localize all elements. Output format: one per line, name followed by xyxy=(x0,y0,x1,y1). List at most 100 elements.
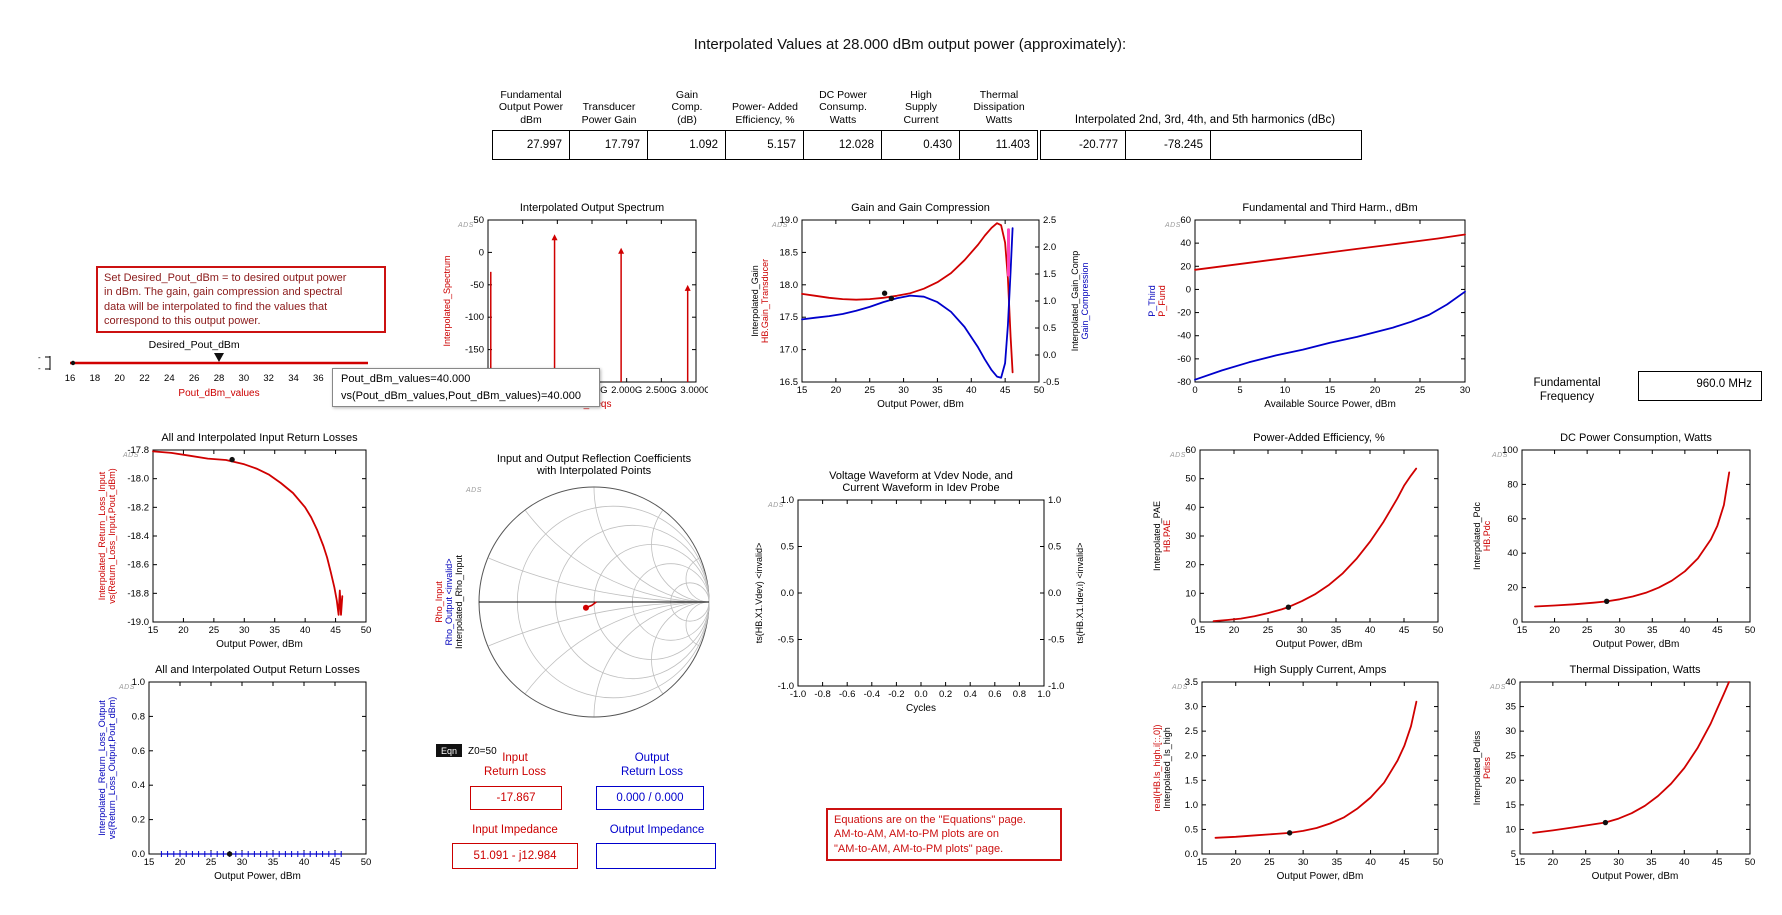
svg-text:DC Power Consumption, Watts: DC Power Consumption, Watts xyxy=(1560,432,1712,444)
svg-text:30: 30 xyxy=(239,625,250,636)
svg-text:16: 16 xyxy=(65,373,76,384)
result-header: Gain Comp. (dB) xyxy=(671,88,703,127)
svg-text:Interpolated_Rho_Input: Interpolated_Rho_Input xyxy=(454,554,464,649)
svg-text:0.0: 0.0 xyxy=(1048,588,1061,599)
input-return-loss-label: Input Return Loss xyxy=(483,752,546,778)
slider-handle[interactable] xyxy=(214,353,224,362)
result-header: DC Power Consump. Watts xyxy=(819,88,867,127)
slider-tooltip: Pout_dBm_values=40.000 vs(Pout_dBm_value… xyxy=(332,368,600,407)
svg-text:1.5: 1.5 xyxy=(1185,775,1198,786)
svg-text:40: 40 xyxy=(300,625,311,636)
svg-text:0: 0 xyxy=(1513,617,1518,628)
svg-text:-150: -150 xyxy=(465,345,484,356)
svg-text:45: 45 xyxy=(330,857,341,868)
chart-dc-power-consumption: DC Power Consumption, Watts ADS 15 20 25 30 35… xyxy=(1470,430,1764,652)
tooltip-line: Pout_dBm_values=40.000 xyxy=(341,373,471,385)
output-return-loss-label: Output Return Loss xyxy=(620,752,683,778)
svg-text:34: 34 xyxy=(288,373,299,384)
svg-text:Fundamental and Third Harm., d: Fundamental and Third Harm., dBm xyxy=(1242,202,1417,214)
svg-text:0.8: 0.8 xyxy=(132,711,145,722)
svg-text:ADS: ADS xyxy=(465,487,482,494)
svg-text:Voltage Waveform at Vdev Node,: Voltage Waveform at Vdev Node, and xyxy=(829,470,1013,482)
svg-text:50: 50 xyxy=(1745,857,1756,868)
chart-interpolated-output-spectrum: Interpolated Output SpectrumADS0500.0M1.… xyxy=(440,200,712,412)
instruction-note: Set Desired_Pout_dBm = to desired output… xyxy=(96,266,386,334)
svg-text:Interpolated_Return_Loss_Input: Interpolated_Return_Loss_Input xyxy=(97,471,107,600)
chart-input-return-losses: All and Interpolated Input Return Losses… xyxy=(95,430,380,652)
input-return-loss-value: -17.867 xyxy=(470,786,562,810)
svg-text:Rho_Input: Rho_Input xyxy=(434,581,444,623)
svg-text:ADS: ADS xyxy=(1489,684,1506,691)
svg-text:0.4: 0.4 xyxy=(132,780,145,791)
svg-text:0.0: 0.0 xyxy=(1185,849,1198,860)
chart-gain-and-gain-compression: Gain and Gain Compression ADS 15 20 25 30 35 40… xyxy=(748,200,1093,412)
svg-text:15: 15 xyxy=(1195,625,1206,636)
chart-canvas: DC Power Consumption, Watts ADS 15 20 25 30 35… xyxy=(1472,432,1755,650)
svg-text:Gain_Compression: Gain_Compression xyxy=(1080,262,1090,339)
svg-text:-18.6: -18.6 xyxy=(127,560,149,571)
desired-pout-slider[interactable]: Desired_Pout_dBm - - 16 18 20 22 24 26 28 30 32 34 36… xyxy=(34,336,380,406)
equations-note-line: "AM-to-AM, AM-to-PM plots" page. xyxy=(834,842,1004,855)
svg-text:40: 40 xyxy=(1680,625,1691,636)
result-value: 0.430 xyxy=(881,130,960,160)
harmonics-header: Interpolated 2nd, 3rd, 4th, and 5th harm… xyxy=(1074,114,1336,126)
result-header: Thermal Dissipation Watts xyxy=(973,88,1025,127)
svg-text:HB.Pdc: HB.Pdc xyxy=(1482,520,1492,551)
svg-text:40: 40 xyxy=(1180,238,1191,249)
chart-canvas: Voltage Waveform at Vdev Node, andCurren… xyxy=(754,470,1085,714)
svg-text:36: 36 xyxy=(313,373,324,384)
svg-text:Interpolated_Pdiss: Interpolated_Pdiss xyxy=(1472,730,1482,805)
svg-text:35: 35 xyxy=(932,385,943,396)
svg-text:35: 35 xyxy=(268,857,279,868)
svg-text:25: 25 xyxy=(1505,751,1516,762)
svg-text:0.2: 0.2 xyxy=(939,689,952,700)
svg-text:18: 18 xyxy=(90,373,101,384)
svg-text:40: 40 xyxy=(1679,857,1690,868)
svg-text:-1.0: -1.0 xyxy=(790,689,806,700)
svg-text:40: 40 xyxy=(1365,857,1376,868)
svg-text:26: 26 xyxy=(189,373,200,384)
equations-note-line: AM-to-AM, AM-to-PM plots are on xyxy=(834,828,1000,841)
svg-text:40: 40 xyxy=(1507,548,1518,559)
svg-text:0.0: 0.0 xyxy=(781,588,794,599)
svg-text:ts(HB.X1.Vdev) <invalid>: ts(HB.X1.Vdev) <invalid> xyxy=(754,543,764,644)
svg-text:Output Power, dBm: Output Power, dBm xyxy=(216,639,303,650)
svg-text:20: 20 xyxy=(1180,261,1191,272)
fundamental-frequency-value: 960.0 MHz xyxy=(1638,371,1762,401)
svg-text:30: 30 xyxy=(1613,857,1624,868)
chart-thermal-dissipation: Thermal Dissipation, Watts ADS 15 20 25 30 35 4… xyxy=(1470,662,1764,884)
svg-text:80: 80 xyxy=(1507,479,1518,490)
svg-text:High Supply Current, Amps: High Supply Current, Amps xyxy=(1254,664,1387,676)
result-header: High Supply Current xyxy=(903,88,939,127)
svg-text:Thermal Dissipation, Watts: Thermal Dissipation, Watts xyxy=(1569,664,1701,676)
svg-text:30: 30 xyxy=(1614,625,1625,636)
svg-text:45: 45 xyxy=(1399,625,1410,636)
svg-text:40: 40 xyxy=(299,857,310,868)
svg-text:45: 45 xyxy=(330,625,341,636)
chart-voltage-current-waveform: Voltage Waveform at Vdev Node, and Curren… xyxy=(752,468,1088,716)
svg-text:-1.0: -1.0 xyxy=(778,681,794,692)
output-impedance-value xyxy=(596,843,716,869)
svg-text:ADS: ADS xyxy=(1169,452,1186,459)
svg-text:20: 20 xyxy=(114,373,125,384)
svg-text:-0.6: -0.6 xyxy=(839,689,855,700)
svg-text:Interpolated Output Spectrum: Interpolated Output Spectrum xyxy=(520,202,664,214)
svg-text:30: 30 xyxy=(239,373,250,384)
svg-text:3.0: 3.0 xyxy=(1185,702,1198,713)
svg-text:5: 5 xyxy=(1511,849,1516,860)
svg-text:-80: -80 xyxy=(1177,377,1191,388)
svg-text:-0.2: -0.2 xyxy=(888,689,904,700)
svg-text:All and Interpolated Output Re: All and Interpolated Output Return Losse… xyxy=(155,664,360,676)
svg-text:Interpolated_Pdc: Interpolated_Pdc xyxy=(1472,501,1482,570)
svg-text:0.2: 0.2 xyxy=(132,815,145,826)
svg-text:0.8: 0.8 xyxy=(1013,689,1026,700)
svg-text:3.000G: 3.000G xyxy=(680,385,708,396)
svg-text:ADS: ADS xyxy=(122,452,139,459)
svg-text:50: 50 xyxy=(1433,857,1444,868)
svg-text:Eqn: Eqn xyxy=(441,746,457,756)
instruction-line: Set Desired_Pout_dBm = to desired output… xyxy=(104,272,347,284)
svg-text:0: 0 xyxy=(479,247,484,258)
svg-text:25: 25 xyxy=(1580,857,1591,868)
svg-text:30: 30 xyxy=(1297,625,1308,636)
svg-text:Output Power, dBm: Output Power, dBm xyxy=(1277,871,1364,882)
